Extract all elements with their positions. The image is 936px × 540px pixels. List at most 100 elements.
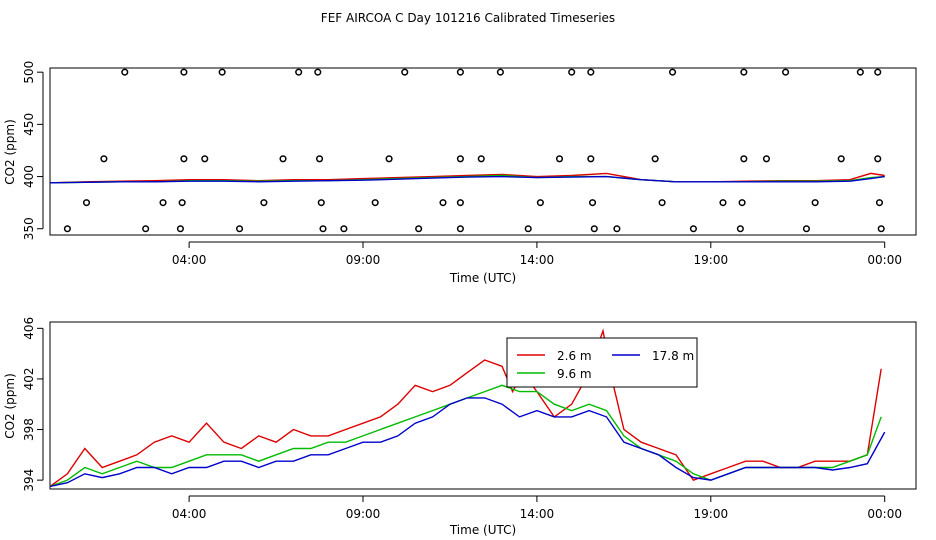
series-line-9-6-m [49, 384, 882, 488]
marker-point [218, 68, 226, 76]
marker-point [689, 225, 697, 233]
marker-point [555, 155, 564, 163]
marker-point [740, 68, 748, 76]
marker-point [651, 155, 659, 163]
marker-point [875, 199, 884, 207]
marker-point [740, 155, 748, 163]
marker-point [536, 199, 544, 207]
marker-point [456, 155, 464, 163]
x-tick-label: 00:00 [867, 507, 902, 521]
marker-point [340, 225, 348, 233]
marker-point [295, 68, 303, 76]
marker-point [314, 68, 322, 76]
top-plot-frame [49, 67, 917, 236]
bottom-y-axis: 394 398 402 406 [22, 317, 44, 492]
legend-label-17-8m: 17.8 m [652, 349, 694, 363]
marker-point [719, 199, 727, 207]
marker-point [317, 199, 325, 207]
series-line-2-6-m [49, 328, 882, 488]
legend: 2.6 m 9.6 m 17.8 m [506, 337, 698, 388]
bottom-y-label: CO2 (ppm) [3, 373, 17, 439]
marker-point [180, 68, 188, 76]
x-tick-label: 09:00 [346, 507, 381, 521]
marker-point [590, 225, 598, 233]
top-y-axis: 350 400 450 500 [22, 61, 44, 240]
marker-point [456, 68, 464, 76]
marker-point [496, 68, 504, 76]
top-panel: 04:00 09:00 14:00 19:00 00:00 350 400 450 500 T… [3, 61, 917, 285]
x-tick-label: 19:00 [694, 253, 729, 267]
series-line-17-8-m [49, 175, 885, 184]
marker-point [415, 225, 423, 233]
marker-point [142, 225, 150, 233]
top-y-label: CO2 (ppm) [3, 119, 17, 185]
marker-point [401, 68, 409, 76]
y-tick-label: 450 [22, 113, 36, 136]
series-line-17-8-m [49, 397, 886, 488]
figure-title: FEF AIRCOA C Day 101216 Calibrated Times… [321, 11, 615, 25]
marker-point [201, 155, 209, 163]
top-x-label: Time (UTC) [449, 271, 516, 285]
marker-point [121, 68, 129, 76]
marker-point [837, 155, 845, 163]
marker-point [568, 68, 576, 76]
marker-point [811, 199, 819, 207]
y-tick-label: 402 [22, 367, 36, 390]
marker-point [315, 155, 324, 163]
x-tick-label: 00:00 [867, 253, 902, 267]
legend-box [506, 337, 698, 388]
x-tick-label: 19:00 [694, 507, 729, 521]
marker-point [159, 199, 167, 207]
marker-point [587, 68, 595, 76]
marker-point [235, 225, 244, 233]
marker-point [802, 225, 810, 233]
marker-point [176, 225, 184, 233]
marker-point [613, 225, 621, 233]
marker-point [439, 199, 447, 207]
marker-point [456, 225, 464, 233]
y-tick-label: 394 [22, 469, 36, 492]
x-tick-label: 04:00 [172, 253, 207, 267]
marker-point [589, 199, 597, 207]
marker-point [477, 155, 485, 163]
y-tick-label: 398 [22, 418, 36, 441]
legend-label-9-6m: 9.6 m [557, 367, 592, 381]
marker-point [63, 225, 71, 233]
marker-point [456, 199, 464, 207]
marker-point [587, 155, 595, 163]
marker-point [668, 68, 677, 76]
y-tick-label: 400 [22, 165, 36, 188]
top-marker-points [63, 68, 885, 233]
x-tick-label: 09:00 [346, 253, 381, 267]
top-series-lines [49, 172, 885, 184]
y-tick-label: 500 [22, 61, 36, 84]
bottom-panel: 04:00 09:00 14:00 19:00 00:00 394 398 402 406 T… [3, 317, 917, 537]
x-tick-label: 14:00 [520, 253, 555, 267]
marker-point [874, 155, 882, 163]
marker-point [782, 68, 790, 76]
marker-point [524, 225, 532, 233]
marker-point [178, 199, 186, 207]
marker-point [180, 155, 188, 163]
y-tick-label: 350 [22, 217, 36, 240]
marker-point [736, 225, 744, 233]
bottom-series-lines [49, 328, 886, 488]
marker-point [658, 199, 666, 207]
marker-point [762, 155, 770, 163]
marker-point [82, 199, 91, 207]
bottom-x-label: Time (UTC) [449, 523, 516, 537]
top-x-axis: 04:00 09:00 14:00 19:00 00:00 [172, 241, 902, 267]
marker-point [874, 68, 882, 76]
marker-point [279, 155, 287, 163]
marker-point [385, 155, 393, 163]
marker-point [100, 155, 108, 163]
x-tick-label: 14:00 [520, 507, 555, 521]
legend-label-2-6m: 2.6 m [557, 349, 592, 363]
y-tick-label: 406 [22, 317, 36, 340]
bottom-x-axis: 04:00 09:00 14:00 19:00 00:00 [172, 495, 902, 521]
x-tick-label: 04:00 [172, 507, 207, 521]
bottom-plot-frame [49, 321, 917, 490]
marker-point [371, 199, 379, 207]
marker-point [319, 225, 327, 233]
